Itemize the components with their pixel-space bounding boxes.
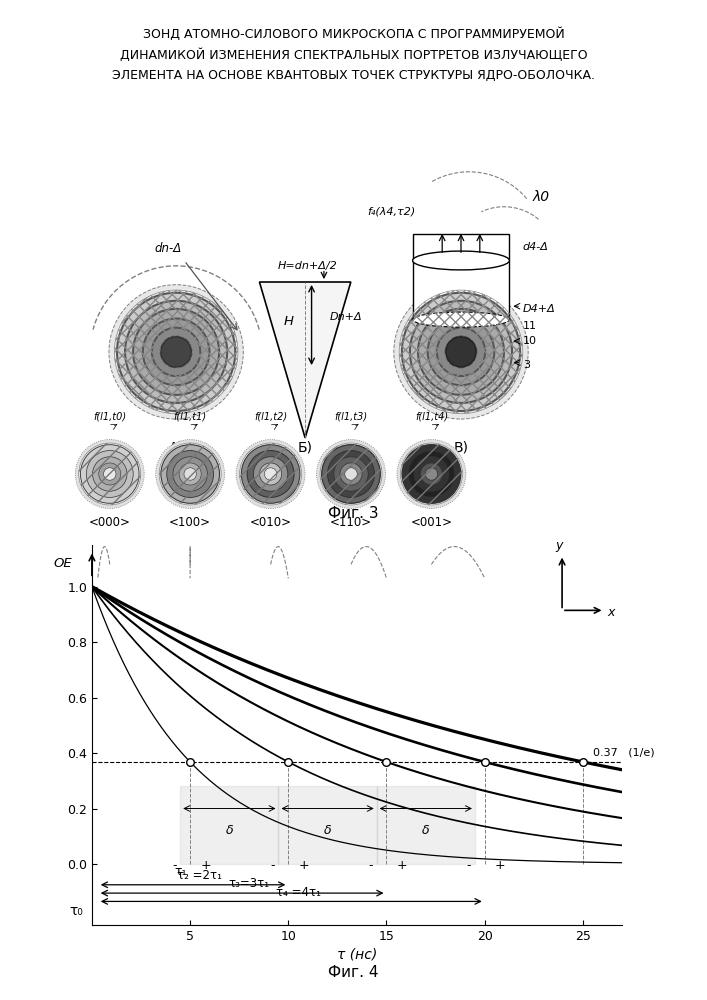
Text: τ₁: τ₁	[174, 865, 187, 878]
Text: <010>: <010>	[250, 516, 291, 529]
Text: τ₂ =2τ₁: τ₂ =2τ₁	[177, 869, 223, 882]
Ellipse shape	[413, 251, 509, 270]
Circle shape	[156, 440, 225, 508]
Circle shape	[394, 285, 528, 419]
Text: dn-Δ: dn-Δ	[154, 242, 182, 255]
Circle shape	[264, 468, 277, 480]
Text: -: -	[467, 859, 472, 872]
Text: D4+Δ: D4+Δ	[522, 304, 556, 314]
Text: +: +	[201, 859, 211, 872]
Circle shape	[179, 463, 201, 485]
Text: δ: δ	[422, 824, 430, 837]
Text: y: y	[556, 539, 563, 552]
Circle shape	[317, 440, 385, 508]
Text: δ: δ	[324, 824, 332, 837]
Circle shape	[345, 468, 357, 480]
Text: А): А)	[169, 440, 184, 454]
Text: H: H	[284, 315, 294, 328]
Text: λ0: λ0	[533, 190, 550, 204]
Text: <100>: <100>	[169, 516, 211, 529]
Text: 3: 3	[522, 360, 530, 370]
Text: +: +	[298, 859, 310, 872]
Circle shape	[425, 468, 438, 480]
Circle shape	[428, 319, 494, 385]
Circle shape	[414, 457, 449, 491]
Text: ЗОНД АТОМНО-СИЛОВОГО МИКРОСКОПА С ПРОГРАММИРУЕМОЙ
ДИНАМИКОЙ ИЗМЕНЕНИЯ СПЕКТРАЛЬН: ЗОНД АТОМНО-СИЛОВОГО МИКРОСКОПА С ПРОГРА…	[112, 28, 595, 82]
Text: H=dn+Δ/2: H=dn+Δ/2	[278, 261, 338, 271]
Circle shape	[93, 457, 127, 491]
Circle shape	[161, 337, 191, 367]
Circle shape	[327, 451, 375, 497]
Circle shape	[241, 445, 300, 503]
Text: -: -	[172, 859, 177, 872]
Circle shape	[410, 301, 512, 403]
Circle shape	[103, 468, 116, 480]
Circle shape	[109, 285, 243, 419]
Circle shape	[322, 445, 380, 503]
Text: δ: δ	[226, 824, 233, 837]
Circle shape	[143, 319, 209, 385]
Circle shape	[408, 451, 455, 497]
Circle shape	[340, 463, 362, 485]
Circle shape	[184, 468, 197, 480]
Circle shape	[446, 337, 476, 367]
Text: +: +	[397, 859, 407, 872]
Circle shape	[418, 309, 504, 395]
Circle shape	[161, 445, 219, 503]
Text: 0.37   (1/e): 0.37 (1/e)	[592, 748, 654, 758]
Text: OE: OE	[53, 557, 72, 570]
Text: -: -	[368, 859, 373, 872]
Polygon shape	[259, 282, 351, 438]
Text: f(l1,t0): f(l1,t0)	[93, 411, 127, 421]
Text: 11: 11	[522, 321, 537, 331]
Text: <001>: <001>	[411, 516, 452, 529]
Circle shape	[253, 457, 288, 491]
Circle shape	[133, 309, 219, 395]
X-axis label: τ (нс): τ (нс)	[337, 947, 377, 961]
Text: 10: 10	[522, 336, 537, 346]
Circle shape	[76, 440, 144, 508]
Text: В): В)	[453, 440, 469, 454]
Text: <110>: <110>	[330, 516, 372, 529]
Text: f₄(λ4,τ2): f₄(λ4,τ2)	[367, 207, 415, 217]
Circle shape	[167, 451, 214, 497]
Text: <000>: <000>	[89, 516, 131, 529]
Ellipse shape	[413, 312, 509, 327]
Circle shape	[334, 457, 368, 491]
Circle shape	[446, 337, 476, 367]
Text: τ₀: τ₀	[69, 904, 83, 918]
Text: τ₄ =4τ₁: τ₄ =4τ₁	[276, 886, 320, 899]
Circle shape	[402, 445, 461, 503]
Text: τ₃=3τ₁: τ₃=3τ₁	[228, 877, 269, 890]
Text: f(l1,t3): f(l1,t3)	[334, 411, 368, 421]
Text: Б): Б)	[298, 440, 312, 454]
Circle shape	[117, 293, 235, 411]
Circle shape	[81, 445, 139, 503]
Text: d4-Δ: d4-Δ	[522, 242, 549, 252]
Circle shape	[173, 457, 207, 491]
Circle shape	[421, 463, 443, 485]
Circle shape	[86, 451, 133, 497]
Text: x: x	[607, 606, 614, 619]
FancyBboxPatch shape	[413, 234, 509, 320]
Circle shape	[259, 463, 281, 485]
Circle shape	[152, 328, 200, 376]
Circle shape	[125, 301, 227, 403]
Circle shape	[236, 440, 305, 508]
Circle shape	[161, 337, 191, 367]
Text: Фиг. 4: Фиг. 4	[328, 965, 379, 980]
Circle shape	[437, 328, 485, 376]
Text: f(l1,t2): f(l1,t2)	[254, 411, 287, 421]
Text: Dn+Δ: Dn+Δ	[329, 312, 362, 322]
Text: Фиг. 3: Фиг. 3	[328, 506, 379, 521]
Text: f(l1,t1): f(l1,t1)	[174, 411, 206, 421]
Circle shape	[402, 293, 520, 411]
Circle shape	[247, 451, 294, 497]
Circle shape	[99, 463, 121, 485]
Text: +: +	[495, 859, 506, 872]
Circle shape	[397, 440, 466, 508]
Text: -: -	[270, 859, 275, 872]
Text: f(l1,t4): f(l1,t4)	[415, 411, 448, 421]
